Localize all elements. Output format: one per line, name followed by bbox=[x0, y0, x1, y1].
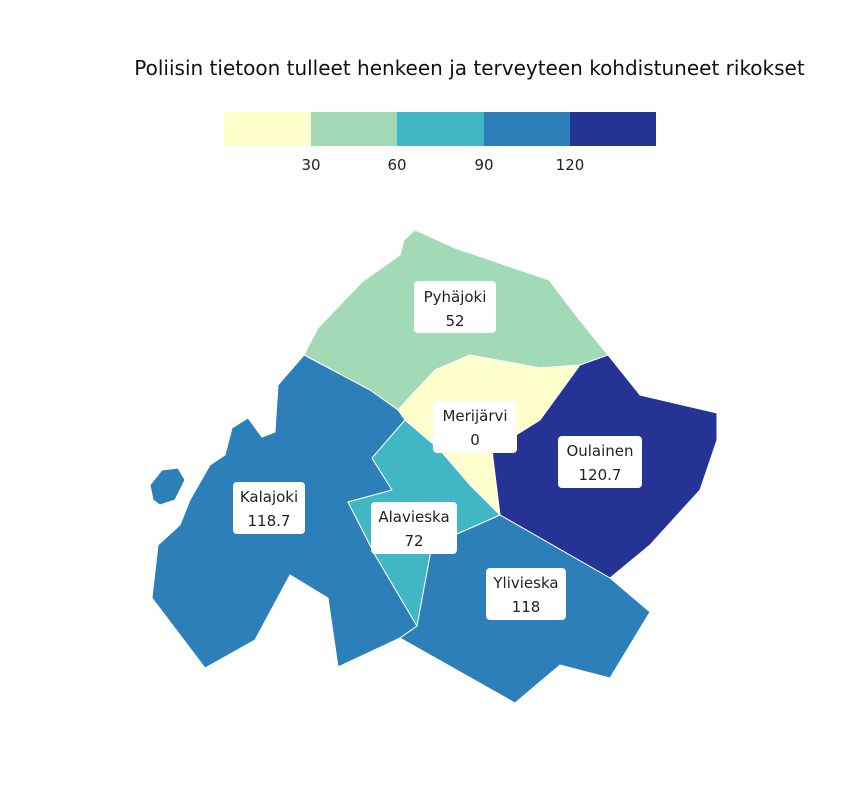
label-box-kalajoki bbox=[233, 482, 305, 534]
label-ylivieska: Ylivieska 118 bbox=[486, 568, 566, 620]
label-name-pyhajoki: Pyhäjoki bbox=[424, 288, 487, 306]
label-value-kalajoki: 118.7 bbox=[248, 512, 291, 530]
label-alavieska: Alavieska 72 bbox=[371, 502, 457, 554]
label-box-oulainen bbox=[558, 436, 642, 488]
legend-tick-60: 60 bbox=[387, 156, 406, 174]
label-box-merijarvi bbox=[433, 401, 517, 453]
legend-swatch-4 bbox=[484, 112, 570, 146]
label-name-alavieska: Alavieska bbox=[378, 508, 449, 526]
legend-tick-30: 30 bbox=[301, 156, 320, 174]
legend-tick-90: 90 bbox=[474, 156, 493, 174]
label-box-alavieska bbox=[371, 502, 457, 554]
label-pyhajoki: Pyhäjoki 52 bbox=[414, 281, 496, 333]
label-value-ylivieska: 118 bbox=[512, 598, 541, 616]
label-name-merijarvi: Merijärvi bbox=[442, 407, 507, 425]
label-value-alavieska: 72 bbox=[404, 532, 423, 550]
label-name-oulainen: Oulainen bbox=[566, 442, 633, 460]
label-name-kalajoki: Kalajoki bbox=[240, 488, 298, 506]
legend-tick-120: 120 bbox=[556, 156, 585, 174]
label-merijarvi: Merijärvi 0 bbox=[433, 401, 517, 453]
label-box-pyhajoki bbox=[414, 281, 496, 333]
legend-swatch-3 bbox=[397, 112, 484, 146]
legend-swatch-2 bbox=[311, 112, 397, 146]
label-value-pyhajoki: 52 bbox=[445, 312, 464, 330]
label-oulainen: Oulainen 120.7 bbox=[558, 436, 642, 488]
label-box-ylivieska bbox=[486, 568, 566, 620]
label-kalajoki: Kalajoki 118.7 bbox=[233, 482, 305, 534]
region-labels: Pyhäjoki 52 Merijärvi 0 Oulainen 120.7 K… bbox=[233, 281, 642, 620]
legend: 30 60 90 120 bbox=[224, 112, 656, 174]
label-value-oulainen: 120.7 bbox=[579, 466, 622, 484]
legend-swatch-5 bbox=[570, 112, 656, 146]
legend-swatch-1 bbox=[224, 112, 311, 146]
label-value-merijarvi: 0 bbox=[470, 431, 480, 449]
chart-title: Poliisin tietoon tulleet henkeen ja terv… bbox=[134, 56, 805, 80]
label-name-ylivieska: Ylivieska bbox=[492, 574, 558, 592]
